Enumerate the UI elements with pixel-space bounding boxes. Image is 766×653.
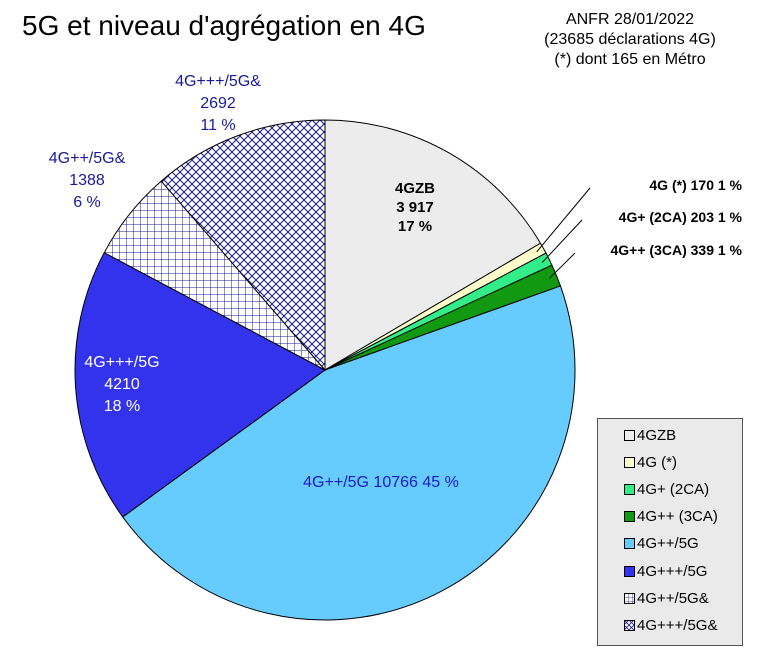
legend-label-4g-3ca: 4G++ (3CA) [637,508,718,526]
legend: 4GZB 4G (*) 4G+ (2CA) 4G++ (3CA) 4G++/5G 4G++… [597,418,743,646]
legend-swatch-4g-5g [624,565,635,577]
slice-labels: 4GZB 3 917 17 % 4G (*) 170 1 % 4G+ (2CA) 203… [49,73,743,491]
legend-swatch-4g [624,456,635,468]
legend-swatch-4g-5g [624,619,635,631]
source-line-3: (*) dont 165 en Métro [554,51,706,68]
source-line-2: (23685 déclarations 4G) [544,31,716,48]
legend-swatch-4g-3ca [624,511,635,523]
legend-label-4g-5g: 4G++/5G& [637,589,709,607]
pie-slices [74,119,576,621]
legend-swatch-4g-2ca [624,483,635,495]
chart-title: 5G et niveau d'agrégation en 4G [22,10,426,41]
legend-label-4gzb: 4GZB [637,426,677,444]
legend-item-4g-5g: 4G+++/5G [624,561,707,581]
legend-item-4g-5g: 4G+++/5G& [624,615,717,635]
legend-item-4g-5g: 4G++/5G [624,534,699,554]
source-note: ANFR 28/01/2022 (23685 déclarations 4G) … [500,10,760,70]
legend-item-4g-2ca: 4G+ (2CA) [624,479,709,499]
legend-label-4g-5g: 4G+++/5G [637,562,708,580]
leader-line-4g [536,187,591,253]
legend-swatch-4g-5g [624,592,635,604]
legend-label-4g: 4G (*) [637,453,678,471]
slice-label-4g-5g: 4G++/5G& 1388 6 % [49,150,126,211]
legend-label-4g-5g: 4G++/5G [637,535,699,553]
slice-label-4gzb: 4GZB 3 917 17 % [395,180,435,235]
slice-label-4g-2ca: 4G+ (2CA) 203 1 % [619,209,743,225]
slice-4g-5g [74,252,326,518]
legend-item-4gzb: 4GZB [624,425,676,445]
slice-label-4g-5g: 4G+++/5G 4210 18 % [84,354,159,415]
legend-item-4g: 4G (*) [624,452,677,472]
leader-line-4g-2ca [541,219,583,263]
legend-item-4g-5g: 4G++/5G& [624,588,709,608]
slice-label-4g-5g: 4G+++/5G& 2692 11 % [175,73,261,134]
legend-swatch-4gzb [624,429,635,441]
slice-label-4g-5g: 4G++/5G 10766 45 % [303,474,459,491]
legend-swatch-4g-5g [624,538,635,550]
legend-item-4g-3ca: 4G++ (3CA) [624,507,718,527]
slice-4g-5g [160,119,326,372]
leader-line-4g-3ca [549,252,576,279]
legend-label-4g-5g: 4G+++/5G& [637,616,718,634]
legend-label-4g-2ca: 4G+ (2CA) [637,480,710,498]
slice-4gzb [324,119,542,371]
slice-4g-5g [122,285,576,621]
slice-label-4g: 4G (*) 170 1 % [649,177,742,193]
slice-label-4g-3ca: 4G++ (3CA) 339 1 % [610,242,742,258]
source-line-1: ANFR 28/01/2022 [565,11,695,28]
